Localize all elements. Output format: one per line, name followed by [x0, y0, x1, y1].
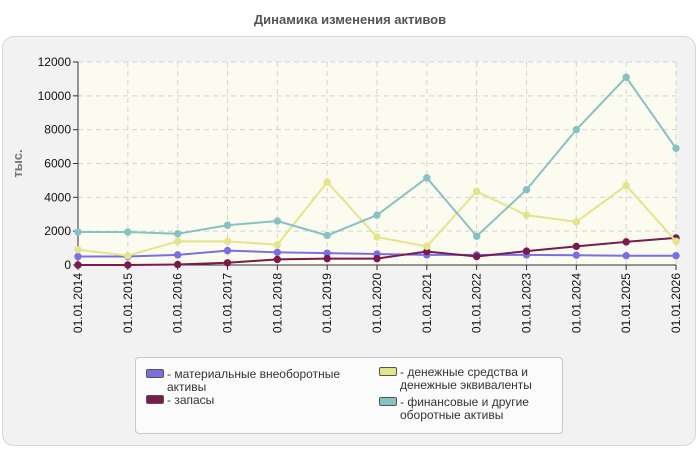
- data-point-0: [223, 246, 232, 255]
- data-point-0: [74, 252, 82, 261]
- y-tick-label: 2000: [44, 224, 71, 238]
- y-tick-label: 0: [64, 258, 71, 272]
- x-tick-label: 01.01.2025: [619, 273, 633, 333]
- data-point-3: [423, 174, 431, 182]
- legend-swatch: [146, 369, 164, 378]
- x-tick-label: 01.01.2024: [569, 273, 583, 333]
- data-point-2: [423, 242, 431, 251]
- legend-swatch: [379, 397, 397, 406]
- data-point-2: [124, 251, 132, 260]
- data-point-3: [74, 228, 82, 236]
- y-tick-label: 6000: [44, 157, 71, 171]
- data-point-1: [472, 252, 481, 261]
- data-point-3: [373, 211, 381, 219]
- legend-label: - финансовые и другие оборотные активы: [400, 395, 529, 422]
- data-point-3: [522, 186, 531, 194]
- x-tick-label: 01.01.2014: [71, 273, 85, 333]
- y-tick-label: 10000: [38, 89, 72, 103]
- legend-label: - денежные средства и денежные эквивален…: [400, 365, 532, 392]
- data-point-3: [572, 125, 581, 134]
- data-point-2: [672, 237, 680, 246]
- x-tick-label: 01.01.2015: [121, 273, 135, 333]
- x-tick-label: 01.01.2026: [669, 273, 683, 333]
- data-point-0: [273, 248, 282, 257]
- data-point-2: [173, 237, 182, 246]
- data-point-1: [622, 238, 630, 246]
- data-point-2: [572, 218, 581, 226]
- data-point-3: [273, 217, 282, 225]
- data-point-1: [173, 260, 182, 269]
- data-point-2: [472, 187, 481, 196]
- legend-swatch: [379, 367, 397, 376]
- x-tick-label: 01.01.2017: [221, 273, 235, 333]
- data-point-1: [273, 255, 282, 264]
- data-point-2: [74, 246, 82, 254]
- data-point-3: [124, 228, 132, 236]
- x-tick-label: 01.01.2016: [171, 273, 185, 333]
- chart-legend: - материальные внеоборотные активы - зап…: [135, 357, 563, 434]
- data-point-1: [124, 261, 132, 269]
- y-tick-label: 12000: [38, 55, 72, 69]
- legend-label: - запасы: [167, 393, 215, 407]
- data-point-1: [373, 254, 381, 263]
- data-point-2: [223, 237, 232, 246]
- data-point-2: [323, 178, 331, 186]
- data-point-3: [223, 221, 232, 229]
- legend-swatch: [146, 395, 164, 404]
- data-point-1: [323, 254, 331, 263]
- data-point-2: [373, 233, 381, 241]
- y-tick-label: 4000: [44, 190, 71, 204]
- data-point-0: [173, 251, 182, 259]
- y-tick-label: 8000: [44, 123, 71, 137]
- x-tick-label: 01.01.2018: [270, 273, 284, 333]
- data-point-1: [572, 242, 581, 251]
- data-point-0: [572, 251, 581, 259]
- x-tick-label: 01.01.2023: [520, 273, 534, 333]
- data-point-2: [622, 181, 630, 190]
- x-tick-label: 01.01.2021: [420, 273, 434, 333]
- data-point-3: [672, 144, 680, 152]
- data-point-3: [472, 232, 481, 240]
- data-point-1: [522, 247, 531, 255]
- data-point-0: [622, 251, 630, 260]
- data-point-1: [74, 261, 82, 269]
- legend-label: - материальные внеоборотные активы: [167, 367, 340, 394]
- data-point-0: [672, 251, 680, 260]
- data-point-2: [273, 241, 282, 249]
- y-axis-label: тыс.: [10, 149, 25, 177]
- data-point-3: [622, 73, 630, 81]
- data-point-3: [323, 231, 331, 240]
- chart-title: Динамика изменения активов: [253, 12, 447, 27]
- x-tick-label: 01.01.2020: [370, 273, 384, 333]
- data-point-1: [223, 259, 232, 267]
- x-tick-label: 01.01.2022: [470, 273, 484, 333]
- data-point-2: [522, 211, 531, 219]
- data-point-3: [173, 230, 182, 238]
- x-tick-label: 01.01.2019: [320, 273, 334, 333]
